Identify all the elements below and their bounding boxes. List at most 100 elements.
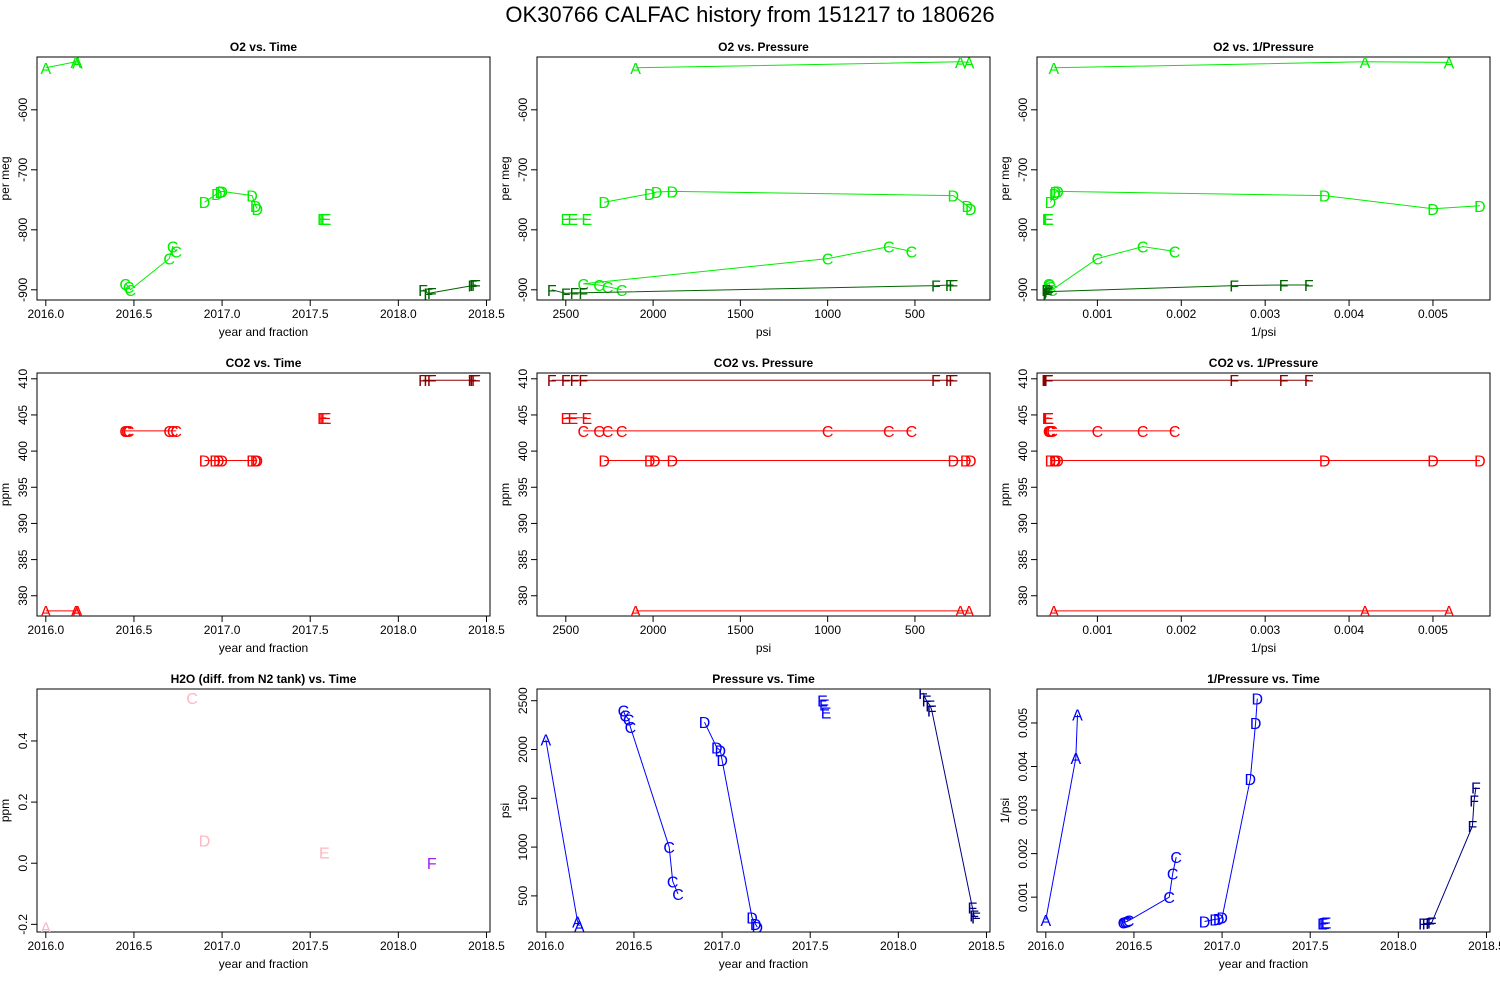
data-point: F — [1043, 373, 1053, 390]
data-point: C — [1045, 280, 1057, 297]
y-tick-label: 410 — [16, 368, 30, 388]
plot-frame — [536, 56, 991, 301]
x-tick-label: 2017.5 — [292, 939, 329, 953]
y-tick-label: -600 — [1016, 97, 1030, 121]
y-tick-label: 0.002 — [1016, 838, 1030, 868]
data-point: A — [572, 914, 583, 931]
data-point: D — [965, 454, 977, 471]
data-point: F — [1042, 373, 1052, 390]
series-E: EEE — [317, 411, 331, 428]
panel-co2_time: CO2 vs. Time 2016.0 2016.5 2017.0 2017.5 2018… — [0, 356, 505, 655]
x-tick-label: 0.001 — [1082, 307, 1112, 321]
x-tick-label: 2016.5 — [1116, 939, 1153, 953]
data-point: C — [123, 424, 135, 441]
data-point: A — [1360, 55, 1371, 72]
plot-frame — [536, 688, 991, 933]
data-point: C — [1137, 424, 1149, 441]
y-axis-title: ppm — [0, 799, 12, 822]
y-axis: 380 385 390 395 400 405 410 — [1016, 368, 1038, 606]
data-point: F — [971, 910, 981, 927]
x-tick-label: 2018.5 — [468, 939, 505, 953]
x-tick-label: 2018.0 — [880, 939, 917, 953]
x-tick-label: 1000 — [814, 307, 841, 321]
panel-title: CO2 vs. Time — [226, 356, 302, 370]
x-tick-label: 0.002 — [1166, 307, 1196, 321]
data-point: F — [427, 373, 437, 390]
y-axis-title: ppm — [498, 483, 512, 506]
data-point: C — [593, 424, 605, 441]
data-point: D — [216, 454, 228, 471]
data-point: D — [667, 184, 679, 201]
y-tick-label: 1000 — [516, 833, 530, 860]
y-tick-label: -700 — [16, 157, 30, 181]
x-tick-label: 2017.5 — [292, 307, 329, 321]
data-point: C — [672, 887, 684, 904]
data-point: E — [560, 411, 571, 428]
plot-frame — [36, 688, 491, 933]
data-point: C — [119, 277, 131, 294]
data-point: F — [922, 694, 932, 711]
series-line — [422, 284, 476, 294]
y-tick-label: 380 — [1016, 585, 1030, 605]
data-point: C — [1044, 278, 1056, 295]
data-point: C — [616, 424, 628, 441]
data-point: C — [163, 424, 175, 441]
y-tick-label: 400 — [516, 441, 530, 461]
data-point: F — [931, 279, 941, 296]
y-tick-label: -600 — [16, 97, 30, 121]
figure-title: OK30766 CALFAC history from 151217 to 18… — [505, 2, 994, 27]
data-point: F — [925, 699, 935, 716]
data-point: C — [1044, 424, 1056, 441]
data-point: F — [1418, 917, 1428, 934]
data-point: C — [906, 424, 918, 441]
y-tick-label: -900 — [1016, 277, 1030, 301]
data-point: D — [1474, 199, 1486, 216]
data-point: C — [1169, 424, 1181, 441]
series-line — [1045, 714, 1078, 920]
x-tick-label: 0.005 — [1418, 307, 1448, 321]
data-point: F — [427, 856, 437, 873]
data-point: F — [561, 373, 571, 390]
data-point: C — [578, 277, 590, 294]
series-line — [1048, 246, 1175, 291]
series-line — [1049, 190, 1480, 210]
y-tick-label: 2000 — [516, 736, 530, 763]
data-point: F — [1044, 373, 1054, 390]
plot-frame — [1036, 688, 1491, 933]
data-point: F — [1304, 373, 1314, 390]
data-point: D — [716, 753, 728, 770]
x-tick-label: 2017.0 — [204, 939, 241, 953]
data-point: A — [72, 55, 83, 72]
series-line — [1053, 61, 1449, 69]
data-point: A — [1072, 708, 1083, 725]
data-point: C — [667, 874, 679, 891]
data-point: D — [246, 454, 258, 471]
data-point: E — [581, 411, 592, 428]
data-point: F — [1471, 780, 1481, 797]
x-tick-label: 2018.5 — [968, 939, 1005, 953]
panel-co2_pressure: CO2 vs. Pressure 2500 2000 1500 1000 500 psi 38… — [498, 356, 991, 655]
data-point: E — [1043, 212, 1054, 229]
y-tick-label: 400 — [1016, 441, 1030, 461]
data-point: D — [750, 917, 762, 934]
data-point: C — [1118, 915, 1130, 932]
data-point: A — [70, 604, 81, 621]
y-tick-label: 385 — [16, 549, 30, 569]
data-point: F — [423, 373, 433, 390]
data-point: F — [570, 373, 580, 390]
data-point: D — [598, 454, 610, 471]
x-tick-label: 0.002 — [1166, 623, 1196, 637]
data-point: D — [644, 454, 656, 471]
y-axis-title: psi — [498, 803, 512, 818]
data-point: C — [1170, 850, 1182, 867]
